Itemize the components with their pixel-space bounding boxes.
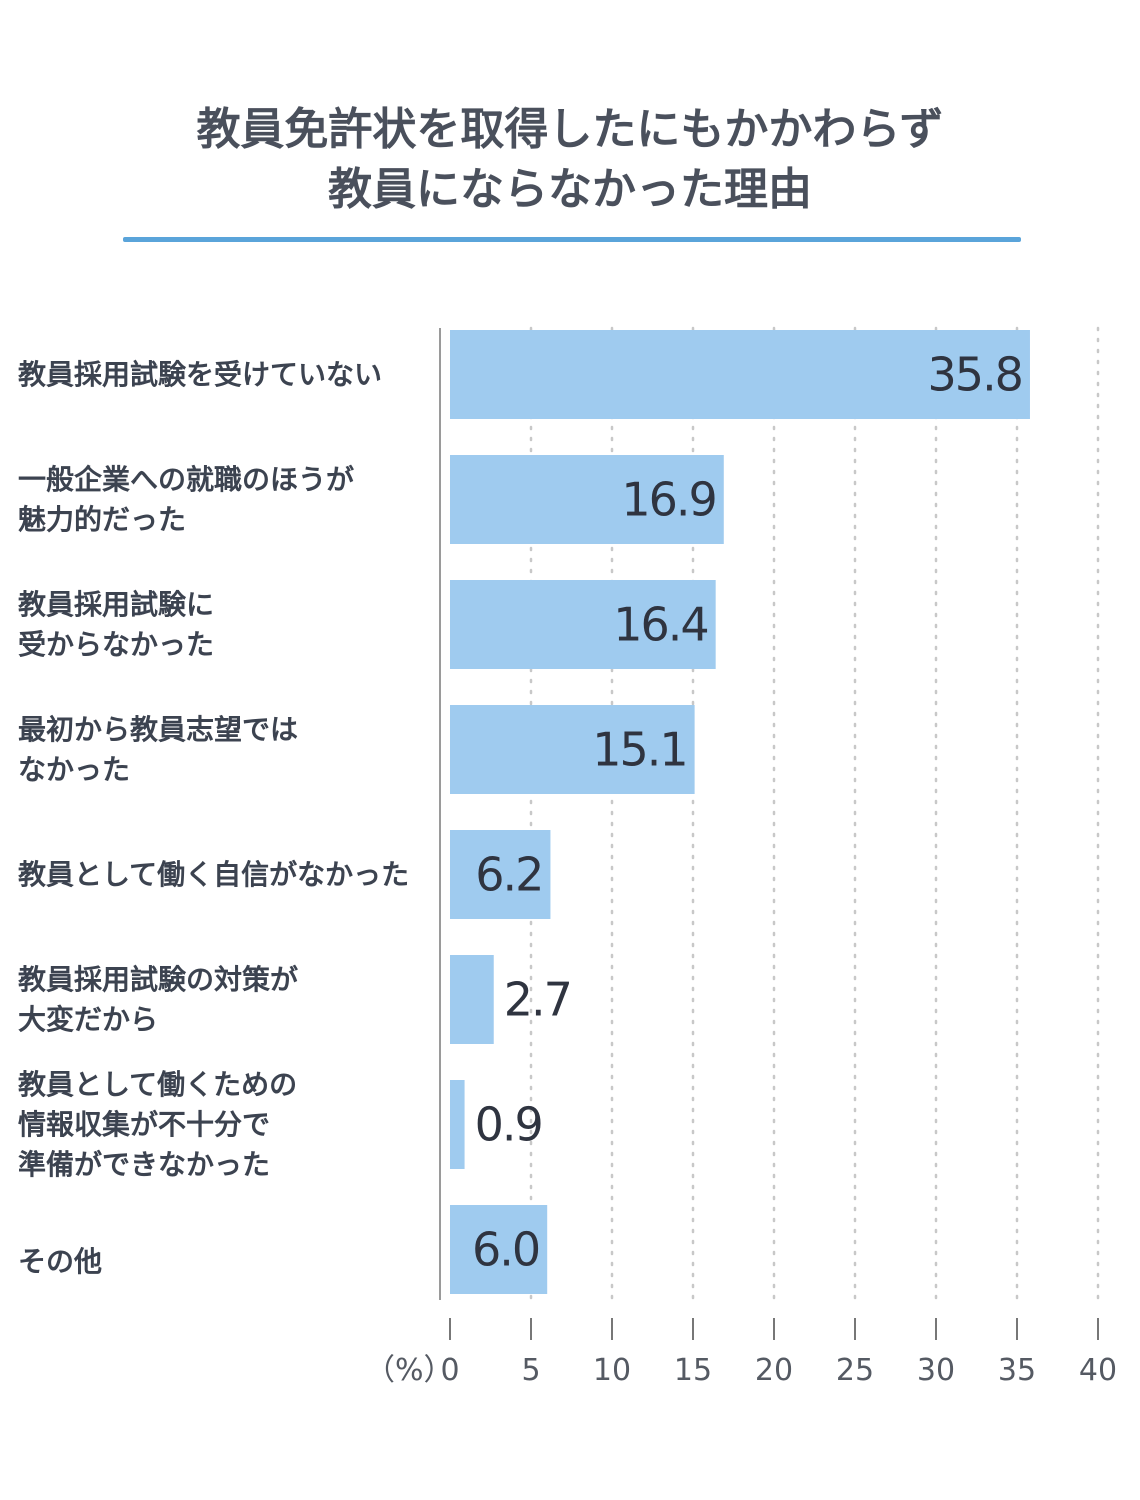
bar — [450, 830, 551, 919]
category-label: その他 — [18, 1242, 438, 1282]
x-tick-label: 30 — [917, 1353, 955, 1388]
bar — [450, 955, 494, 1044]
bar-value-label: 0.9 — [475, 1098, 542, 1152]
bar-value-label: 35.8 — [928, 348, 1022, 402]
x-tick-label: 40 — [1079, 1353, 1117, 1388]
category-label-line: 魅力的だった — [18, 502, 187, 536]
x-tick-label: 15 — [674, 1353, 712, 1388]
bar-value-label: 16.9 — [621, 473, 715, 527]
category-label: 教員採用試験に 受からなかった — [18, 585, 438, 665]
bar — [450, 1205, 548, 1294]
bar-value-label: 6.0 — [472, 1223, 539, 1277]
x-tick-label: 0 — [440, 1353, 459, 1388]
category-label-line: 準備ができなかった — [18, 1147, 271, 1181]
bar-value-label: 6.2 — [475, 848, 542, 902]
title-underline — [123, 237, 1021, 242]
bar — [450, 330, 1030, 419]
bar-value-label: 15.1 — [592, 723, 686, 777]
x-tick-label: 5 — [521, 1353, 540, 1388]
category-label-line: その他 — [18, 1244, 103, 1278]
x-axis-unit: （%） — [365, 1353, 454, 1388]
category-label-line: なかった — [18, 752, 131, 786]
chart-title-line-2: 教員にならなかった理由 — [328, 164, 812, 215]
bar-value-label: 2.7 — [504, 973, 571, 1027]
bar-value-label: 16.4 — [613, 598, 707, 652]
category-label-line: 最初から教員志望では — [18, 712, 299, 746]
bar — [450, 580, 716, 669]
category-label: 教員採用試験を受けていない — [18, 355, 438, 395]
x-tick-label: 10 — [593, 1353, 631, 1388]
category-label: 教員として働く自信がなかった — [18, 855, 438, 895]
category-label-line: 大変だから — [18, 1002, 159, 1036]
category-label-line: 受からなかった — [18, 627, 215, 661]
category-label: 一般企業への就職のほうが 魅力的だった — [18, 460, 438, 540]
chart-title-line-1: 教員免許状を取得したにもかかわらず — [196, 104, 944, 155]
bar — [450, 455, 724, 544]
category-label-line: 教員採用試験に — [18, 587, 215, 621]
bar — [450, 1080, 465, 1169]
bar — [450, 705, 695, 794]
category-label: 最初から教員志望では なかった — [18, 710, 438, 790]
x-tick-label: 20 — [755, 1353, 793, 1388]
category-label-line: 情報収集が不十分で — [18, 1107, 271, 1141]
category-label-line: 教員として働くための — [18, 1067, 298, 1101]
category-label-line: 教員採用試験を受けていない — [18, 357, 383, 391]
category-label-line: 教員として働く自信がなかった — [18, 857, 410, 891]
chart-title: 教員免許状を取得したにもかかわらず 教員にならなかった理由 — [0, 100, 1140, 220]
x-tick-label: 35 — [998, 1353, 1036, 1388]
category-label-line: 教員採用試験の対策が — [18, 962, 299, 996]
category-label: 教員として働くための 情報収集が不十分で 準備ができなかった — [18, 1065, 438, 1185]
x-tick-label: 25 — [836, 1353, 874, 1388]
category-label: 教員採用試験の対策が 大変だから — [18, 960, 438, 1040]
category-label-line: 一般企業への就職のほうが — [18, 462, 355, 496]
